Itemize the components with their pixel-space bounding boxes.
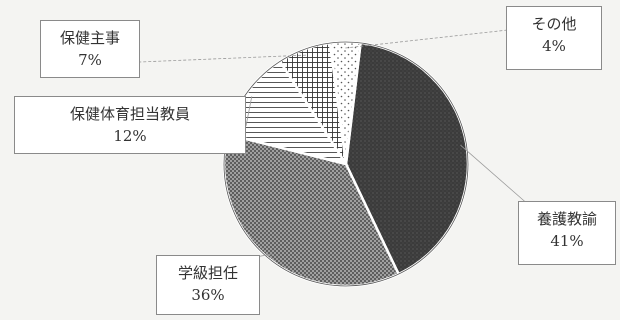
slice-label-hoken-shuji: 保健主事 7%: [40, 20, 140, 78]
slice-percent: 12%: [113, 127, 147, 145]
slice-percent: 4%: [542, 37, 566, 55]
slice-name: 養護教諭: [536, 210, 597, 228]
slice-percent: 36%: [191, 286, 225, 304]
slice-name: 学級担任: [177, 264, 238, 282]
slice-label-gakkyu-tannin: 学級担任 36%: [156, 255, 260, 315]
leader-line-hoken-shuji: [139, 54, 307, 63]
leader-line-yogo-kyoyu: [460, 144, 531, 207]
slice-label-hoken-taiiku: 保健体育担当教員 12%: [14, 96, 246, 154]
slice-name: その他: [531, 15, 577, 33]
pie-outline: [223, 41, 469, 287]
slice-percent: 7%: [78, 51, 102, 69]
leader-line-hoken-taiiku: [245, 96, 253, 127]
slice-name: 保健体育担当教員: [69, 105, 190, 123]
slice-percent: 41%: [550, 232, 584, 250]
slice-name: 保健主事: [59, 29, 120, 47]
slice-label-yogo-kyoyu: 養護教諭 41%: [518, 201, 616, 265]
leader-line-sonota: [345, 29, 509, 49]
slice-label-sonota: その他 4%: [506, 6, 602, 70]
